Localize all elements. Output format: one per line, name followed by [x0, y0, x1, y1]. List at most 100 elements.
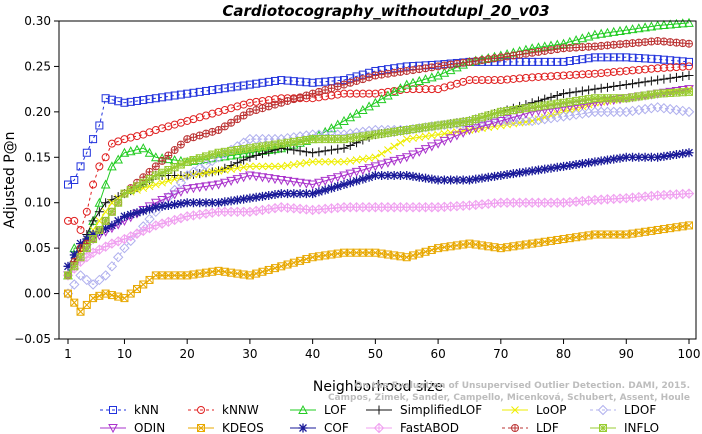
legend-marker — [597, 404, 609, 416]
data-point — [251, 172, 262, 182]
data-point — [327, 157, 336, 166]
data-point — [597, 53, 606, 62]
data-point — [577, 195, 588, 207]
data-point — [427, 174, 437, 184]
data-point — [364, 172, 374, 182]
data-point — [408, 77, 418, 87]
data-point — [664, 103, 676, 115]
data-point — [641, 54, 650, 63]
data-point — [558, 197, 569, 208]
data-point — [189, 170, 198, 179]
data-point — [616, 53, 624, 62]
data-point — [452, 175, 462, 185]
data-point — [553, 45, 562, 54]
data-point — [571, 87, 581, 97]
data-point — [671, 18, 682, 28]
data-point — [502, 170, 512, 180]
data-point — [112, 252, 124, 263]
data-point — [596, 83, 606, 93]
data-point — [208, 167, 217, 176]
data-point — [683, 188, 695, 199]
data-point — [565, 88, 575, 98]
data-point — [377, 149, 386, 158]
data-point — [339, 143, 349, 153]
data-point — [471, 115, 480, 124]
data-point — [170, 91, 179, 100]
data-point — [622, 66, 631, 75]
x-tick-label: 50 — [368, 347, 383, 361]
data-point — [202, 152, 210, 161]
data-point — [570, 196, 582, 207]
data-point — [346, 89, 355, 98]
data-point — [552, 91, 562, 101]
data-point — [245, 193, 255, 203]
data-point — [283, 161, 292, 170]
data-point — [145, 95, 154, 104]
data-point — [319, 203, 331, 215]
data-point — [590, 157, 600, 167]
data-point — [509, 74, 518, 83]
data-point — [151, 162, 160, 171]
data-point — [376, 160, 387, 170]
data-point — [616, 67, 624, 76]
series-knn — [64, 53, 693, 189]
data-point — [659, 19, 669, 29]
data-point — [515, 105, 524, 114]
data-point — [95, 162, 104, 171]
data-point — [415, 85, 424, 94]
data-point — [603, 53, 612, 62]
data-point — [371, 153, 380, 162]
data-point — [458, 175, 468, 185]
data-point — [659, 151, 669, 161]
data-point — [164, 151, 173, 160]
data-point — [70, 216, 79, 225]
data-point — [113, 154, 124, 164]
data-point — [194, 183, 205, 193]
data-point — [107, 220, 117, 230]
data-point — [409, 134, 417, 143]
data-point — [540, 72, 549, 81]
data-point — [87, 279, 99, 290]
data-point — [245, 144, 254, 153]
data-point — [95, 121, 104, 130]
data-point — [590, 84, 600, 94]
data-point — [252, 143, 261, 152]
data-point — [553, 71, 562, 80]
data-point — [384, 146, 392, 154]
data-point — [345, 169, 356, 179]
data-point — [289, 145, 299, 155]
legend-item-fastabod: FastABOD — [366, 421, 459, 434]
data-point — [76, 307, 85, 316]
data-point — [158, 156, 167, 165]
data-point — [621, 192, 632, 204]
data-point — [276, 202, 287, 213]
data-point — [540, 164, 550, 174]
data-point — [170, 175, 179, 183]
data-point — [634, 78, 644, 88]
data-point — [307, 204, 318, 216]
data-point — [584, 85, 594, 95]
data-point — [233, 82, 242, 91]
data-point — [289, 160, 298, 169]
data-point — [503, 75, 512, 84]
data-point — [101, 216, 110, 225]
legend-label: LDOF — [624, 403, 656, 417]
data-point — [69, 279, 80, 290]
legend-label: SimplifiedLOF — [400, 403, 482, 417]
data-point — [277, 162, 286, 171]
data-point — [408, 171, 418, 181]
data-point — [371, 89, 380, 98]
watermark-line-2: Campos, Zimek, Sander, Campello, Micenko… — [328, 393, 690, 403]
x-tick-label: 60 — [430, 347, 445, 361]
series-kdeos — [64, 221, 693, 316]
data-point — [295, 178, 305, 188]
data-point — [82, 300, 91, 309]
data-point — [289, 77, 298, 86]
data-point — [671, 150, 681, 160]
y-tick-label: 0.20 — [24, 105, 51, 119]
data-point — [685, 62, 693, 71]
data-point — [301, 204, 312, 215]
data-point — [227, 146, 236, 155]
data-point — [471, 56, 480, 65]
